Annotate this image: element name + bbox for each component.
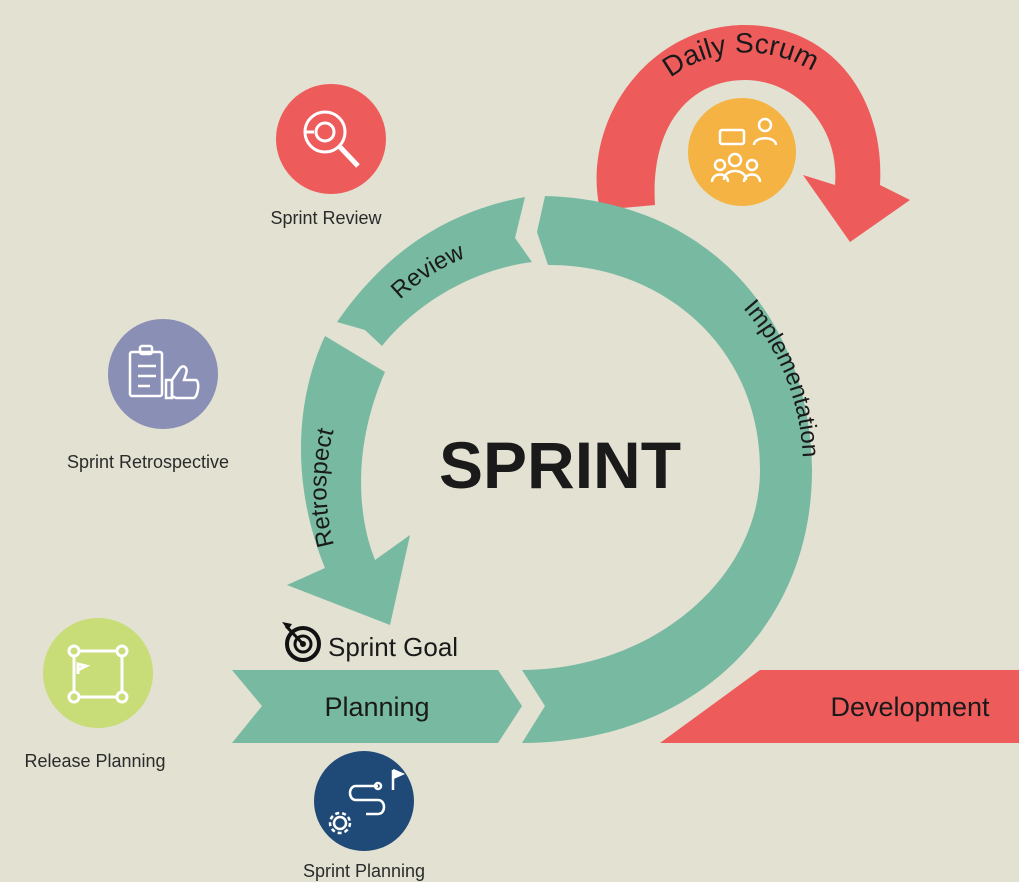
sprint-retrospective-node xyxy=(108,319,218,429)
retrospect-arrow xyxy=(287,336,410,625)
roadmap-icon xyxy=(67,644,129,704)
sprint-title: SPRINT xyxy=(439,428,681,502)
sprint-goal-label: Sprint Goal xyxy=(328,632,458,662)
implementation-arc xyxy=(522,196,812,743)
sprint-review-node xyxy=(276,84,386,194)
sprint-retrospective-caption: Sprint Retrospective xyxy=(66,452,230,472)
release-planning-node xyxy=(43,618,153,728)
development-label: Development xyxy=(830,692,990,722)
daily-scrum-arrow xyxy=(596,25,910,242)
sprint-planning-caption: Sprint Planning xyxy=(302,861,426,881)
planning-label: Planning xyxy=(324,692,429,722)
release-planning-caption: Release Planning xyxy=(24,751,166,771)
daily-scrum-node xyxy=(688,98,796,206)
development-band xyxy=(660,670,1019,743)
route-flag-gear-icon xyxy=(328,768,406,835)
sprint-review-caption: Sprint Review xyxy=(270,208,382,228)
review-arc xyxy=(337,197,532,346)
magnifier-icon xyxy=(303,110,360,168)
planning-band xyxy=(232,670,522,743)
sprint-planning-node xyxy=(314,751,414,851)
team-meeting-icon xyxy=(710,117,778,183)
target-icon xyxy=(282,622,321,662)
clipboard-thumbs-up-icon xyxy=(128,344,200,400)
